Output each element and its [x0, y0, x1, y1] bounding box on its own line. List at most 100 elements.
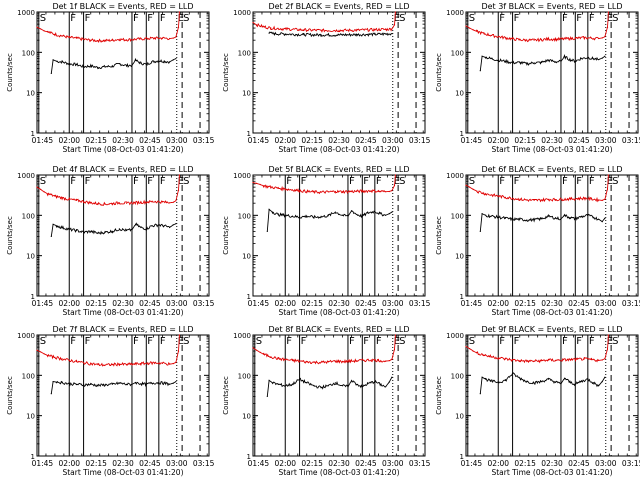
data-point-lld	[483, 33, 485, 35]
data-point-events	[97, 232, 99, 234]
data-point-lld	[465, 184, 467, 186]
y-tick-label: 100	[451, 212, 464, 220]
data-point-lld	[133, 38, 135, 40]
series-line-lld	[465, 334, 609, 364]
data-point-lld	[476, 30, 478, 32]
plot-frame	[252, 334, 426, 457]
marker-label: F	[576, 13, 582, 24]
marker-label: F	[286, 336, 292, 347]
x-tick-label: 01:45	[32, 299, 54, 308]
x-axis-label: Start Time (08-Oct-03 01:41:20)	[491, 145, 612, 154]
marker-label: F	[589, 176, 595, 187]
data-point-events	[504, 217, 506, 219]
data-point-events	[367, 212, 369, 214]
data-point-events	[272, 382, 274, 384]
data-point-lld	[547, 38, 550, 40]
chart-title: Det 8f BLACK = Events, RED = LLD	[268, 325, 409, 334]
data-point-events	[604, 55, 606, 57]
marker-label: E	[607, 176, 613, 187]
data-point-lld	[555, 199, 557, 201]
x-tick-label: 01:45	[248, 136, 270, 145]
data-point-lld	[526, 360, 528, 362]
marker-label: S	[183, 336, 189, 347]
y-tick-label: 1	[247, 130, 251, 138]
data-point-events	[313, 385, 315, 387]
data-point-lld	[177, 350, 180, 352]
marker-label: S	[469, 336, 475, 347]
data-point-events	[342, 385, 344, 387]
y-tick-label: 1	[460, 293, 464, 301]
data-point-events	[374, 33, 376, 35]
marker-label: F	[70, 13, 76, 24]
data-point-lld	[547, 198, 550, 200]
data-point-lld	[590, 359, 593, 361]
data-point-lld	[118, 363, 120, 365]
data-point-events	[163, 60, 165, 62]
x-axis-label: Start Time (08-Oct-03 01:41:20)	[62, 308, 183, 317]
marker-label: S	[40, 336, 46, 347]
marker-label: F	[85, 176, 91, 187]
data-point-events	[268, 32, 270, 34]
marker-label: F	[70, 176, 76, 187]
data-point-lld	[161, 37, 163, 39]
marker-label: F	[147, 336, 153, 347]
data-point-lld	[349, 190, 351, 193]
x-axis-label: Start Time (08-Oct-03 01:41:20)	[62, 145, 183, 154]
data-point-lld	[598, 359, 600, 361]
data-point-events	[268, 379, 270, 381]
data-point-events	[52, 381, 54, 383]
data-point-events	[601, 381, 603, 383]
data-point-events	[334, 211, 336, 213]
data-point-lld	[385, 28, 387, 30]
data-point-lld	[61, 35, 63, 37]
marker-label: S	[399, 13, 405, 24]
data-point-lld	[606, 26, 609, 28]
data-point-events	[555, 217, 557, 219]
data-point-events	[587, 57, 589, 59]
data-point-events	[569, 381, 571, 383]
chart-panel-1: Det 1f BLACK = Events, RED = LLD 1 10 100 10…	[6, 2, 215, 154]
chart-title: Det 3f BLACK = Events, RED = LLD	[481, 2, 622, 11]
data-point-lld	[511, 197, 514, 199]
marker-label: F	[133, 13, 139, 24]
data-point-lld	[111, 39, 113, 41]
data-point-events	[497, 59, 499, 61]
y-tick-label: 1	[247, 453, 251, 461]
data-point-lld	[263, 185, 265, 187]
data-point-events	[598, 218, 600, 220]
data-point-events	[560, 383, 562, 385]
y-tick-label: 1000	[17, 9, 35, 17]
x-tick-label: 02:30	[328, 459, 350, 468]
marker-label: F	[349, 176, 355, 187]
marker-label: F	[499, 336, 505, 347]
data-point-events	[367, 383, 369, 385]
data-point-lld	[555, 38, 557, 40]
marker-label: F	[301, 336, 307, 347]
x-tick-label: 03:00	[382, 459, 404, 468]
x-tick-label: 02:30	[541, 459, 563, 468]
data-point-lld	[83, 362, 85, 364]
data-point-events	[172, 224, 174, 226]
data-point-events	[68, 383, 70, 385]
marker-label: S	[469, 13, 475, 24]
data-point-lld	[270, 186, 272, 188]
data-point-lld	[511, 38, 514, 40]
series-line-events	[266, 208, 393, 232]
data-point-lld	[169, 363, 171, 365]
data-point-events	[504, 379, 506, 381]
data-point-lld	[562, 198, 564, 200]
x-tick-label: 03:00	[595, 136, 617, 145]
marker-label: F	[133, 336, 139, 347]
data-point-lld	[75, 37, 77, 39]
series-line-lld	[36, 11, 180, 43]
marker-label: S	[40, 13, 46, 24]
data-point-events	[299, 216, 301, 218]
data-point-events	[481, 213, 483, 215]
data-point-events	[145, 63, 147, 66]
series-line-events	[50, 380, 177, 394]
data-point-events	[175, 381, 177, 383]
x-tick-label: 02:30	[541, 136, 563, 145]
data-point-lld	[391, 358, 393, 360]
data-point-lld	[576, 358, 578, 360]
data-point-events	[391, 33, 393, 35]
